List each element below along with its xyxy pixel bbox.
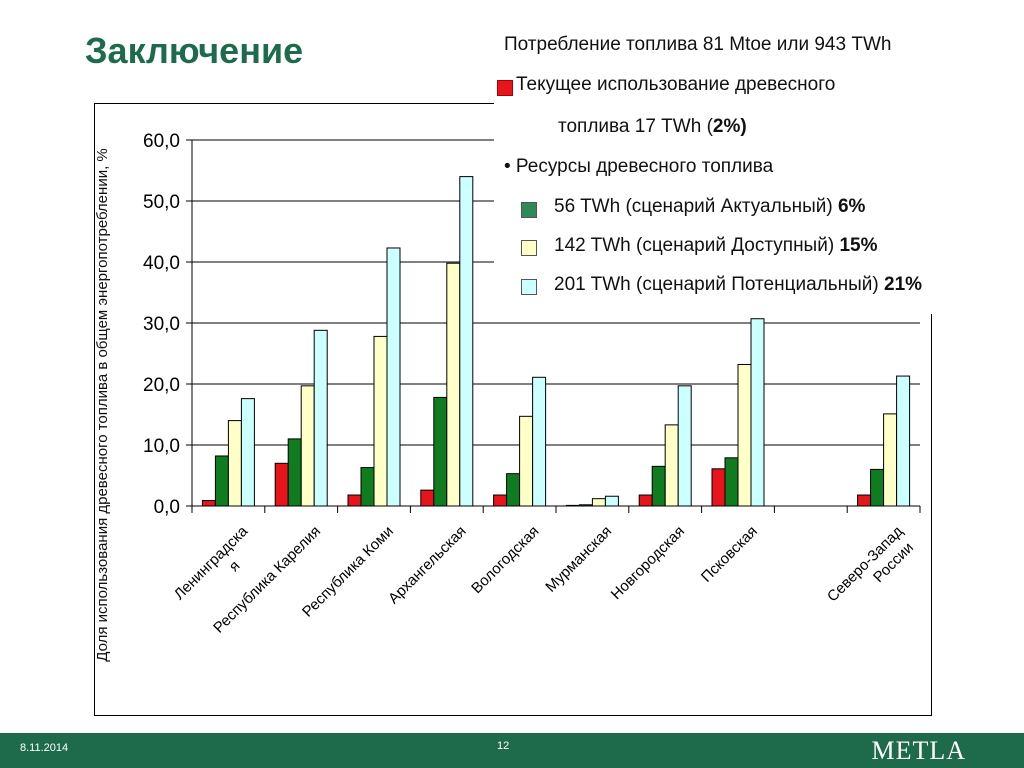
- scenario-available-line: 142 TWh (сценарий Доступный) 15%: [554, 235, 877, 257]
- fuel-consumption-line: Потребление топлива 81 Mtoe или 943 TWh: [504, 34, 892, 55]
- bar-current: [638, 494, 653, 507]
- bar-actual: [214, 455, 229, 507]
- category-label-line: Мурманская: [542, 523, 615, 596]
- bar-potential: [896, 375, 911, 507]
- page-number: 12: [497, 740, 510, 752]
- category-label: Псковская: [698, 523, 761, 586]
- current-use-percent: 2%): [712, 116, 747, 137]
- category-label-line: Псковская: [698, 523, 761, 586]
- y-axis-label: Доля использования древесного топлива в …: [94, 148, 111, 662]
- bar-potential: [240, 398, 255, 507]
- bar-potential: [459, 176, 474, 507]
- bar-potential: [750, 318, 765, 507]
- bar-available: [446, 262, 461, 507]
- bar-available: [300, 385, 315, 507]
- legend-swatch-available: [521, 240, 537, 256]
- y-tick-label: 30,0: [143, 314, 180, 335]
- bar-potential: [677, 385, 692, 507]
- info-box: Потребление топлива 81 Mtoe или 943 TWh …: [494, 26, 940, 314]
- footer-date: 8.11.2014: [20, 742, 69, 754]
- bar-chart: 0,0 10,0 20,0 30,0 40,0 50,0 60,0 Ленинградская…: [143, 131, 921, 637]
- bar-potential: [532, 376, 547, 507]
- y-tick-label: 60,0: [143, 131, 180, 152]
- current-use-value: топлива 17 TWh (: [558, 116, 713, 137]
- bar-actual: [578, 504, 593, 507]
- bar-current: [201, 500, 216, 507]
- bar-available: [664, 424, 679, 507]
- current-use-value-line: топлива 17 TWh (2%): [558, 116, 747, 138]
- scenario-potential-percent: 21%: [884, 274, 923, 295]
- category-label-line: Новгородская: [608, 523, 688, 603]
- category-label: Мурманская: [542, 523, 615, 596]
- bar-actual: [724, 457, 739, 507]
- bar-current: [347, 494, 362, 507]
- legend-swatch-potential: [521, 279, 537, 295]
- metla-logo: METLA: [871, 736, 966, 765]
- bar-current: [420, 489, 435, 507]
- bar-potential: [313, 329, 328, 507]
- bar-available: [591, 498, 606, 507]
- scenario-actual-text: 56 TWh (сценарий Актуальный): [554, 196, 838, 217]
- current-use-line: Текущее использование древесного: [516, 74, 836, 95]
- bar-current: [711, 468, 726, 507]
- scenario-available-percent: 15%: [839, 235, 878, 256]
- y-tick-label: 40,0: [143, 253, 180, 274]
- scenario-potential-line: 201 TWh (сценарий Потенциальный) 21%: [554, 274, 922, 296]
- category-label-line: я: [226, 557, 244, 575]
- footer-bar: 8.11.2014 12 METLA: [0, 733, 1024, 768]
- y-tick-label: 20,0: [143, 375, 180, 396]
- scenario-actual-percent: 6%: [837, 196, 866, 217]
- bar-available: [883, 413, 898, 507]
- category-label: Северо-ЗападРоссии: [824, 523, 920, 619]
- category-label-line: Архангельская: [385, 523, 470, 608]
- bar-actual: [651, 465, 666, 507]
- category-label-line: Вологодская: [468, 523, 542, 597]
- bar-available: [227, 420, 242, 507]
- bar-current: [493, 494, 508, 507]
- bar-available: [737, 363, 752, 507]
- category-label: Новгородская: [608, 523, 688, 603]
- legend-swatch-actual: [521, 202, 537, 218]
- category-label: Вологодская: [468, 523, 542, 597]
- bar-current: [857, 494, 872, 507]
- legend-swatch-current: [497, 80, 513, 96]
- bar-actual: [287, 438, 302, 507]
- scenario-potential-text: 201 TWh (сценарий Потенциальный): [554, 274, 884, 295]
- scenario-available-text: 142 TWh (сценарий Доступный): [554, 235, 840, 256]
- slide-title: Заключение: [85, 30, 304, 71]
- bar-potential: [386, 247, 401, 507]
- bar-actual: [870, 468, 885, 507]
- bar-available: [373, 335, 388, 507]
- bar-actual: [506, 473, 521, 507]
- y-tick-label: 0,0: [154, 497, 180, 518]
- category-label: Архангельская: [385, 523, 470, 608]
- y-tick-label: 50,0: [143, 192, 180, 213]
- bar-actual: [433, 396, 448, 507]
- bar-available: [519, 415, 534, 507]
- scenario-actual-line: 56 TWh (сценарий Актуальный) 6%: [554, 196, 865, 218]
- bar-current: [565, 504, 580, 507]
- y-tick-label: 10,0: [143, 436, 180, 457]
- bar-current: [274, 462, 289, 507]
- bar-potential: [604, 495, 619, 507]
- bar-actual: [360, 467, 375, 507]
- resources-line: • Ресурсы древесного топлива: [504, 156, 774, 177]
- category-label-line: Ленинградска: [171, 522, 252, 603]
